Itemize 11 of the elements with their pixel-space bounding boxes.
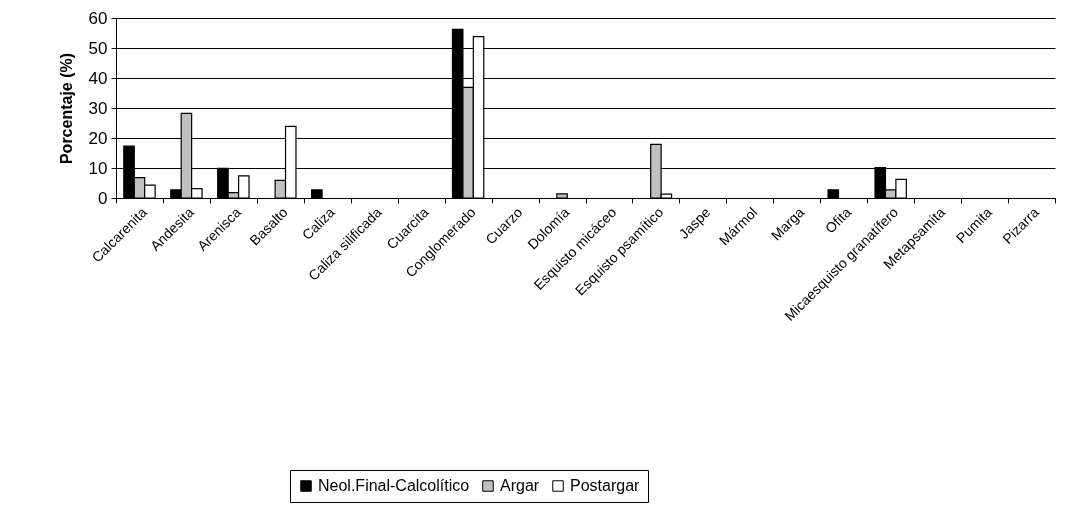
y-tick-label: 0 (98, 188, 108, 208)
y-tick-label: 40 (88, 68, 108, 88)
y-tick-label: 30 (88, 98, 108, 118)
y-tick-label: 60 (88, 8, 108, 28)
y-tick-label: 10 (88, 158, 108, 178)
legend-label: Postargar (570, 477, 641, 494)
y-axis-title: Porcentaje (%) (57, 52, 75, 165)
legend-label: Argar (500, 477, 540, 494)
y-tick-label: 20 (88, 128, 108, 148)
legend-label: Neol.Final-Calcolítico (318, 477, 470, 494)
y-tick-label: 50 (88, 38, 108, 58)
